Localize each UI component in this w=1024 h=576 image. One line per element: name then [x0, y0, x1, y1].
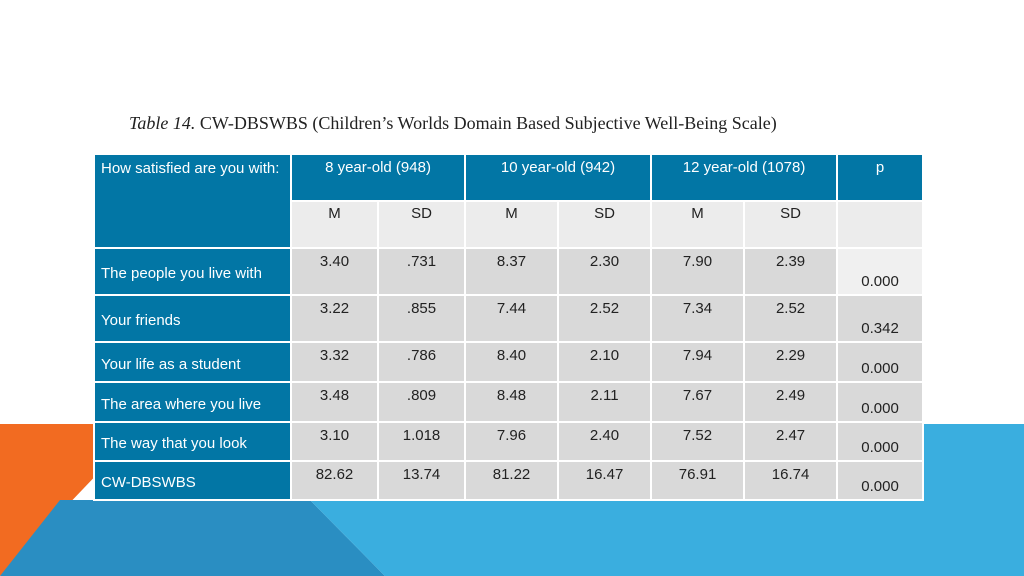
subheader-cell: SD: [743, 200, 839, 249]
row-label: The way that you look: [93, 421, 292, 462]
table-row: The area where you live 3.48.809 8.48 2.11 7…: [93, 381, 925, 423]
p-header: p: [836, 153, 925, 202]
p-value-cell: 0.000: [836, 460, 925, 501]
value-cell: 16.74: [743, 460, 839, 501]
value-cell: 3.10: [290, 421, 379, 462]
subheader-row: M SD M SD M SD: [94, 200, 925, 249]
caption-number: Table 14.: [129, 113, 196, 133]
value-cell: 2.39: [743, 247, 839, 296]
value-cell: 2.30: [557, 247, 653, 296]
value-cell: 7.94: [650, 341, 746, 383]
value-cell: 2.11: [557, 381, 653, 423]
value-cell: 2.52: [743, 294, 839, 343]
row-label: CW-DBSWBS: [93, 460, 292, 501]
p-value-cell: 0.000: [836, 381, 925, 423]
value-cell: .786: [376, 341, 467, 383]
subheader-cell: M: [464, 200, 560, 249]
value-cell: 2.49: [743, 381, 839, 423]
p-value-cell: 0.000: [836, 247, 925, 296]
p-value-cell: 0.000: [836, 341, 925, 383]
value-cell: 3.22: [290, 294, 379, 343]
row-label: The area where you live: [93, 381, 292, 423]
value-cell: .855: [376, 294, 467, 343]
subheader-cell: M: [290, 200, 379, 249]
value-cell: 2.40: [557, 421, 653, 462]
value-cell: 3.32: [290, 341, 379, 383]
table-row: Your life as a student 3.32.786 8.40 2.10 7.…: [93, 341, 925, 383]
value-cell: 2.29: [743, 341, 839, 383]
p-value-cell: 0.342: [836, 294, 925, 343]
value-cell: 7.96: [464, 421, 560, 462]
data-table: How satisfied are you with: 8 year-old (…: [93, 153, 925, 501]
row-label: Your life as a student: [93, 341, 292, 383]
value-cell: 3.40: [290, 247, 379, 296]
value-cell: 8.40: [464, 341, 560, 383]
light-blue-shape: [310, 424, 1024, 576]
value-cell: 7.52: [650, 421, 746, 462]
value-cell: 3.48: [290, 381, 379, 423]
value-cell: 8.37: [464, 247, 560, 296]
group-header-row: How satisfied are you with: 8 year-old (…: [93, 153, 925, 249]
subheader-cell-empty: [836, 200, 925, 249]
dark-blue-shape: [0, 500, 385, 576]
value-cell: 7.67: [650, 381, 746, 423]
table-caption: Table 14. CW-DBSWBS (Children’s Worlds D…: [129, 113, 777, 134]
value-cell: 16.47: [557, 460, 653, 501]
group-header-8yo: 8 year-old (948): [289, 153, 467, 202]
table-row: CW-DBSWBS 82.62 13.74 81.22 16.47 76.91 16.74 0…: [93, 460, 925, 501]
subheader-cell: SD: [557, 200, 653, 249]
corner-header: How satisfied are you with:: [93, 153, 292, 249]
value-cell: 2.52: [557, 294, 653, 343]
subheader-cell: M: [650, 200, 746, 249]
value-cell: 2.10: [557, 341, 653, 383]
value-cell: .731: [376, 247, 467, 296]
table-row: The people you live with 3.40.731 8.37 2.30…: [93, 247, 925, 296]
value-cell: 7.44: [464, 294, 560, 343]
value-cell: 7.34: [650, 294, 746, 343]
group-header-12yo: 12 year-old (1078): [650, 153, 839, 202]
value-cell: 13.74: [376, 460, 467, 501]
row-label: Your friends: [93, 294, 292, 343]
caption-title: CW-DBSWBS (Children’s Worlds Domain Base…: [199, 113, 777, 133]
p-value-cell: 0.000: [836, 421, 925, 462]
table-row: Your friends 3.22.855 7.44 2.52 7.34 2.52 0.34…: [93, 294, 925, 343]
value-cell: 76.91: [650, 460, 746, 501]
value-cell: 2.47: [743, 421, 839, 462]
value-cell: 82.62: [290, 460, 379, 501]
group-header-10yo: 10 year-old (942): [464, 153, 653, 202]
row-label: The people you live with: [93, 247, 292, 296]
table-row: The way that you look 3.10 1.018 7.96 2.40 7.…: [93, 421, 925, 462]
value-cell: .809: [376, 381, 467, 423]
value-cell: 1.018: [376, 421, 467, 462]
subheader-cell: SD: [376, 200, 467, 249]
value-cell: 81.22: [464, 460, 560, 501]
value-cell: 7.90: [650, 247, 746, 296]
value-cell: 8.48: [464, 381, 560, 423]
